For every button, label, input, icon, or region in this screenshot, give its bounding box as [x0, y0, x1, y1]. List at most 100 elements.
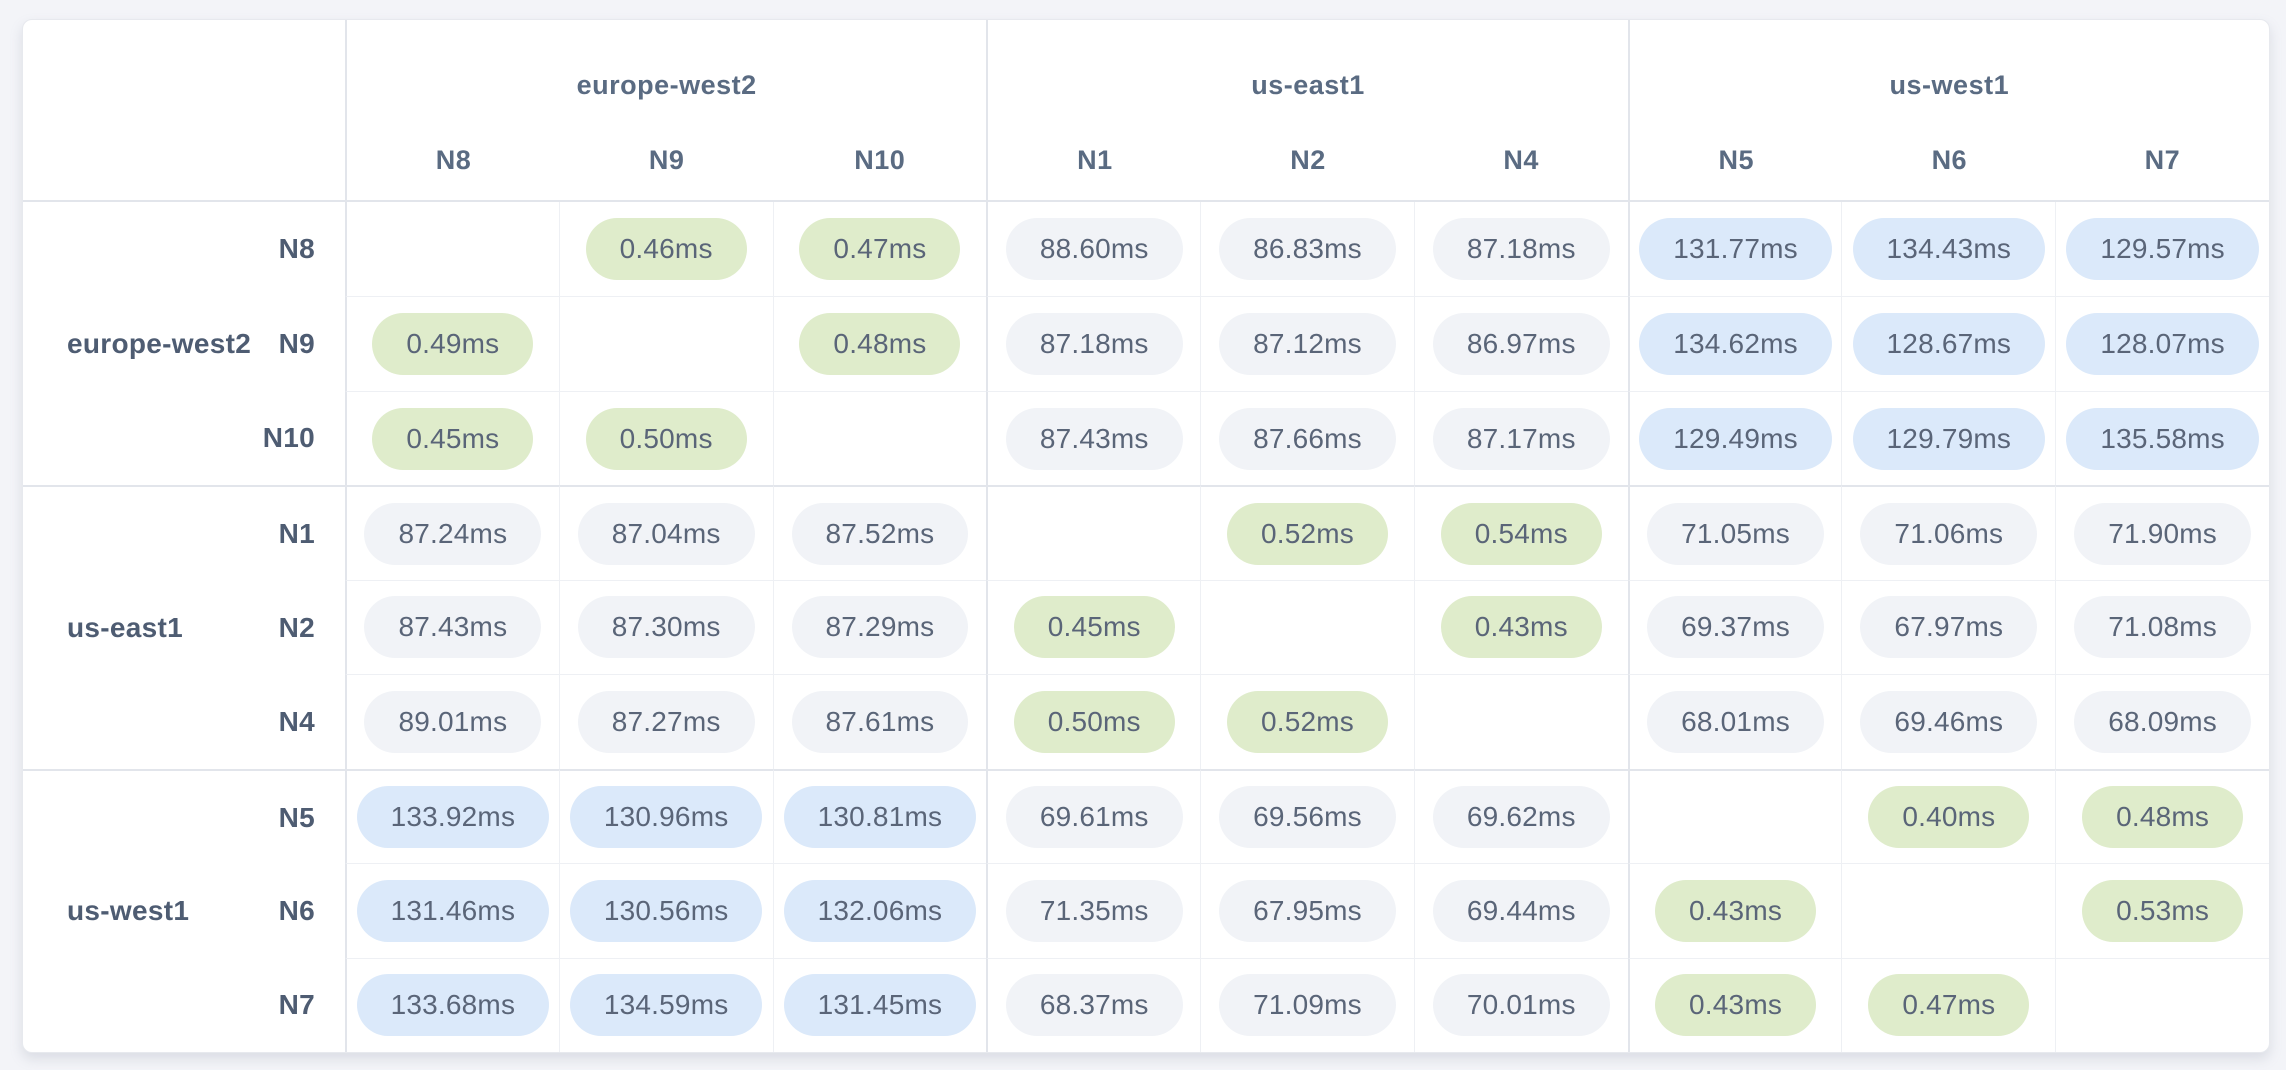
- latency-cell-n1-n6: 71.06ms: [1841, 485, 2056, 580]
- latency-cell-n2-n9: 87.30ms: [558, 579, 773, 675]
- row-node-label-cell: N5: [23, 771, 345, 865]
- latency-value-pill: 69.46ms: [1860, 690, 2038, 753]
- column-group-europe-west2: europe-west2 N8 N9 N10: [345, 20, 987, 202]
- latency-cell-n10-n8: 0.45ms: [345, 390, 559, 486]
- row-node-label-n4: N4: [278, 705, 315, 737]
- latency-cell-n9-n9: [558, 296, 773, 391]
- latency-value-pill: 129.57ms: [2066, 218, 2259, 281]
- latency-value-pill: 87.12ms: [1219, 313, 1396, 376]
- latency-value-pill: 87.43ms: [1005, 407, 1183, 470]
- column-node-labels: N8 N9 N10: [347, 145, 986, 176]
- column-node-label-n6: N6: [1931, 145, 1968, 175]
- latency-cell-n8-n9: 0.46ms: [558, 202, 773, 297]
- row-node-label-cell: N2: [23, 581, 345, 675]
- latency-cell-n8-n7: 129.57ms: [2055, 202, 2269, 297]
- latency-value-pill: 0.49ms: [372, 313, 534, 376]
- latency-cell-n5-n5: [1627, 768, 1842, 864]
- column-node-label-n10: N10: [854, 145, 906, 175]
- latency-cell-n7-n10: 131.45ms: [772, 957, 987, 1052]
- latency-cell-n5-n4: 69.62ms: [1413, 768, 1628, 864]
- latency-cell-n6-n8: 131.46ms: [345, 863, 559, 958]
- latency-cell-n1-n4: 0.54ms: [1413, 485, 1628, 580]
- latency-cell-n6-n4: 69.44ms: [1413, 863, 1628, 958]
- latency-value-pill: 0.52ms: [1226, 690, 1388, 753]
- latency-cell-n5-n10: 130.81ms: [772, 768, 987, 864]
- latency-cell-n4-n9: 87.27ms: [558, 674, 773, 769]
- latency-value-pill: 0.48ms: [2082, 785, 2244, 848]
- row-node-label-n2: N2: [278, 611, 315, 643]
- row-node-label-cell: N9: [23, 296, 345, 390]
- row-node-label-cell: N1: [23, 487, 345, 581]
- column-group-region-label: us-west1: [1889, 70, 2010, 100]
- latency-cell-n1-n7: 71.90ms: [2055, 485, 2269, 580]
- latency-value-pill: 67.97ms: [1860, 596, 2038, 659]
- latency-cell-n8-n6: 134.43ms: [1841, 202, 2055, 297]
- latency-value-pill: 87.29ms: [791, 596, 969, 659]
- latency-cell-n4-n4: [1413, 674, 1628, 769]
- latency-value-pill: 68.01ms: [1647, 690, 1824, 753]
- row-node-label-cell: N10: [23, 391, 345, 485]
- latency-cell-n10-n1: 87.43ms: [986, 390, 1201, 486]
- column-node-label-n7: N7: [2144, 145, 2181, 175]
- latency-cell-n8-n2: 86.83ms: [1200, 202, 1414, 297]
- latency-cell-n8-n10: 0.47ms: [772, 202, 987, 297]
- latency-value-pill: 71.08ms: [2074, 596, 2251, 659]
- latency-value-pill: 87.27ms: [577, 690, 755, 753]
- latency-value-pill: 69.37ms: [1647, 596, 1824, 659]
- latency-value-pill: 87.18ms: [1432, 218, 1610, 281]
- latency-value-pill: 130.96ms: [569, 785, 763, 848]
- latency-value-pill: 0.53ms: [2082, 879, 2244, 942]
- row-node-label-n8: N8: [278, 233, 315, 265]
- latency-cell-n1-n10: 87.52ms: [772, 485, 987, 580]
- latency-cell-n4-n1: 0.50ms: [986, 674, 1201, 769]
- latency-value-pill: 89.01ms: [364, 690, 542, 753]
- latency-cell-n6-n9: 130.56ms: [558, 863, 773, 958]
- latency-value-pill: 130.56ms: [569, 879, 763, 942]
- latency-cell-n5-n7: 0.48ms: [2055, 768, 2269, 864]
- latency-cell-n2-n6: 67.97ms: [1841, 579, 2056, 675]
- row-node-label-n10: N10: [262, 422, 315, 454]
- latency-cell-n8-n4: 87.18ms: [1413, 202, 1628, 297]
- latency-cell-n1-n9: 87.04ms: [558, 485, 773, 580]
- column-group-us-west1: us-west1 N5 N6 N7: [1627, 20, 2269, 202]
- latency-cell-n6-n1: 71.35ms: [986, 863, 1201, 958]
- latency-cell-n6-n7: 0.53ms: [2055, 863, 2269, 958]
- latency-cell-n4-n7: 68.09ms: [2055, 674, 2269, 769]
- latency-value-pill: 0.52ms: [1226, 502, 1388, 565]
- latency-value-pill: 86.97ms: [1432, 313, 1610, 376]
- row-node-label-cell: N6: [23, 864, 345, 958]
- latency-cell-n4-n5: 68.01ms: [1627, 674, 1842, 769]
- latency-cell-n6-n5: 0.43ms: [1627, 863, 1842, 958]
- latency-value-pill: 71.05ms: [1647, 502, 1824, 565]
- latency-cell-n5-n1: 69.61ms: [986, 768, 1201, 864]
- latency-value-pill: 134.43ms: [1852, 218, 2046, 281]
- latency-value-pill: 0.54ms: [1440, 502, 1602, 565]
- latency-value-pill: 0.48ms: [799, 313, 961, 376]
- latency-value-pill: 0.45ms: [372, 407, 534, 470]
- latency-cell-n10-n4: 87.17ms: [1413, 390, 1628, 486]
- latency-value-pill: 87.17ms: [1432, 407, 1610, 470]
- latency-cell-n8-n8: [345, 202, 559, 297]
- latency-cell-n5-n8: 133.92ms: [345, 768, 559, 864]
- latency-cell-n6-n2: 67.95ms: [1200, 863, 1414, 958]
- latency-value-pill: 69.56ms: [1219, 785, 1396, 848]
- latency-value-pill: 71.09ms: [1219, 974, 1396, 1037]
- column-node-labels: N1 N2 N4: [988, 145, 1627, 176]
- latency-cell-n8-n1: 88.60ms: [986, 202, 1200, 297]
- latency-value-pill: 0.47ms: [1868, 974, 2030, 1037]
- latency-value-pill: 0.50ms: [1013, 690, 1175, 753]
- latency-cell-n2-n5: 69.37ms: [1627, 579, 1842, 675]
- column-group-region-label: us-east1: [1251, 70, 1365, 100]
- latency-value-pill: 134.59ms: [569, 974, 763, 1037]
- column-node-label-n1: N1: [1077, 145, 1113, 175]
- row-node-label-n1: N1: [278, 518, 315, 550]
- column-group-us-east1: us-east1 N1 N2 N4: [986, 20, 1628, 202]
- latency-cell-n10-n5: 129.49ms: [1627, 390, 1842, 486]
- latency-value-pill: 68.09ms: [2074, 690, 2251, 753]
- latency-value-pill: 133.68ms: [356, 974, 550, 1037]
- latency-cell-n1-n2: 0.52ms: [1200, 485, 1414, 580]
- row-group-region-label: us-east1: [67, 611, 184, 643]
- latency-cell-n7-n9: 134.59ms: [558, 957, 773, 1052]
- latency-value-pill: 87.43ms: [364, 596, 542, 659]
- latency-cell-n7-n4: 70.01ms: [1413, 957, 1628, 1052]
